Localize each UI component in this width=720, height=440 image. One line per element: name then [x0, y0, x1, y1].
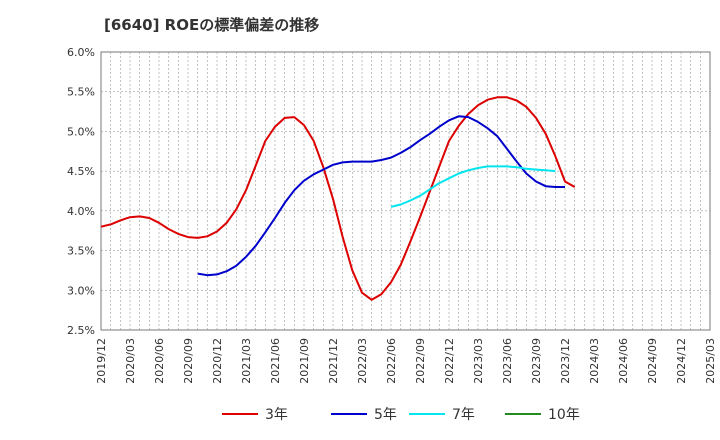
y-tick-label: 4.5% — [67, 165, 95, 178]
x-tick-label: 2023/03 — [472, 338, 485, 384]
plot-area — [100, 51, 711, 331]
grid — [101, 52, 710, 330]
x-tick-label: 2023/09 — [530, 338, 543, 384]
x-tick-label: 2025/03 — [704, 338, 717, 384]
legend: 3年 5年 7年 10年 — [222, 407, 580, 423]
x-tick-label: 2023/06 — [501, 338, 514, 384]
series-line-3年 — [100, 96, 576, 301]
legend-label-3年: 3年 — [265, 407, 288, 423]
x-tick-label: 2024/03 — [588, 338, 601, 384]
x-tick-label: 2023/12 — [559, 338, 572, 384]
x-tick-label: 2019/12 — [95, 338, 108, 384]
legend-label-5年: 5年 — [374, 407, 397, 423]
x-tick-label: 2024/09 — [646, 338, 659, 384]
x-tick-label: 2022/12 — [443, 338, 456, 384]
x-tick-label: 2021/12 — [327, 338, 340, 384]
x-tick-label: 2020/09 — [182, 338, 195, 384]
series-lines — [100, 96, 576, 301]
x-tick-label: 2020/03 — [124, 338, 137, 384]
x-axis: 2019/12 2020/03 2020/06 2020/09 2020/12 2021/… — [95, 338, 717, 384]
chart-title: [6640] ROEの標準偏差の推移 — [104, 16, 320, 34]
series-line-7年 — [390, 165, 556, 208]
y-tick-label: 4.0% — [67, 205, 95, 218]
x-tick-label: 2021/06 — [269, 338, 282, 384]
x-tick-label: 2021/03 — [240, 338, 253, 384]
legend-label-10年: 10年 — [548, 407, 580, 423]
y-tick-label: 3.0% — [67, 284, 95, 297]
x-tick-label: 2020/12 — [211, 338, 224, 384]
y-tick-label: 3.5% — [67, 245, 95, 258]
series-line-5年 — [197, 115, 565, 277]
y-tick-label: 6.0% — [67, 46, 95, 59]
x-tick-label: 2024/12 — [675, 338, 688, 384]
y-axis: 2.5% 3.0% 3.5% 4.0% 4.5% 5.0% 5.5% 6.0% — [67, 46, 95, 337]
x-tick-label: 2021/09 — [298, 338, 311, 384]
x-tick-label: 2022/09 — [414, 338, 427, 384]
x-tick-label: 2022/06 — [385, 338, 398, 384]
y-tick-label: 5.0% — [67, 125, 95, 138]
x-tick-label: 2020/06 — [153, 338, 166, 384]
y-tick-label: 2.5% — [67, 324, 95, 337]
x-tick-label: 2024/06 — [617, 338, 630, 384]
legend-label-7年: 7年 — [452, 407, 475, 423]
y-tick-label: 5.5% — [67, 86, 95, 99]
x-tick-label: 2022/03 — [356, 338, 369, 384]
